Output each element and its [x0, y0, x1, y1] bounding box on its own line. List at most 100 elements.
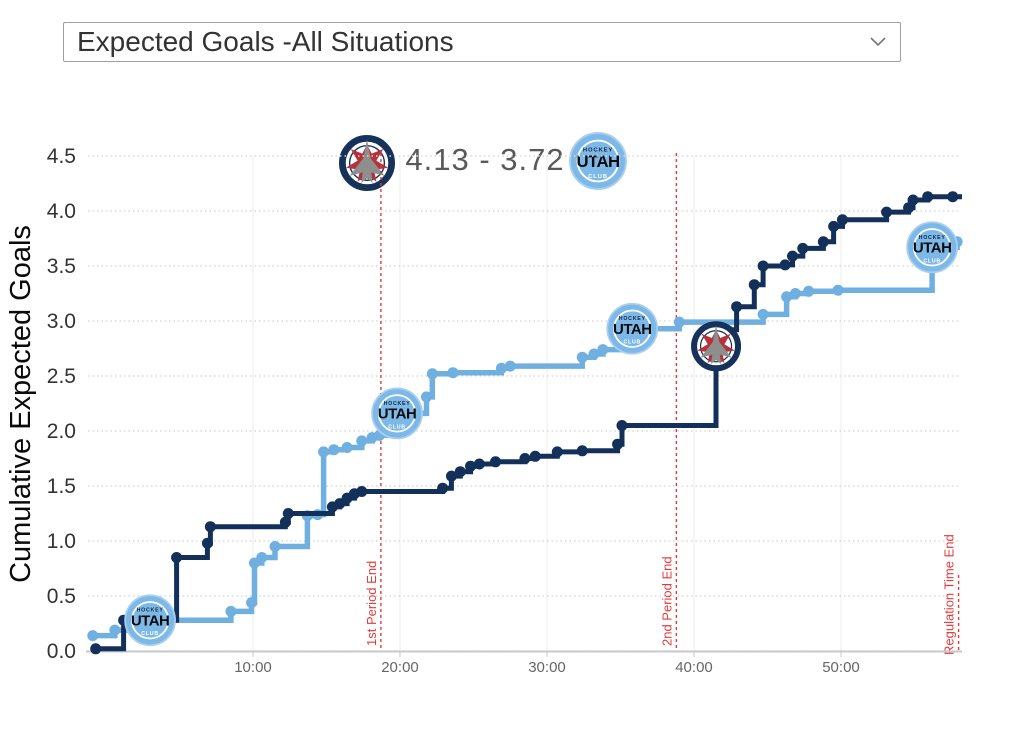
- wpg-shot-dot: [612, 438, 624, 450]
- wpg-shot-dot: [817, 236, 829, 248]
- jet-icon: [700, 325, 732, 365]
- uta-shot-dot: [318, 446, 330, 458]
- event-line-label: 2nd Period End: [659, 556, 674, 646]
- vertical-gridlines: [252, 156, 842, 651]
- svg-text:UTAH: UTAH: [613, 321, 652, 338]
- wpg-shot-dot: [757, 260, 769, 272]
- uta-shot-dot: [109, 624, 121, 636]
- jets-goal-logo: [691, 321, 742, 372]
- scoreline: 4.13 - 3.72 HOCKEY UTAH CLUB: [0, 64, 1024, 191]
- uta-shot-dot: [576, 351, 588, 363]
- chart-type-dropdown[interactable]: Expected Goals -All Situations: [63, 22, 901, 62]
- wpg-shot-dot: [454, 466, 466, 478]
- uta-shot-dot: [447, 367, 459, 379]
- y-tick-label: 4.5: [47, 145, 76, 168]
- event-line-label: 1st Period End: [364, 561, 379, 646]
- uta-shot-dot: [832, 284, 844, 296]
- y-tick-label: 3.5: [47, 255, 76, 278]
- x-tick-label: 30:00: [528, 659, 566, 676]
- wpg-shot-dot: [881, 206, 893, 218]
- y-axis-title: Cumulative Expected Goals: [5, 225, 37, 583]
- wpg-shot-dot: [282, 508, 294, 519]
- x-tick-label: 40:00: [675, 659, 713, 676]
- svg-text:CLUB: CLUB: [388, 424, 406, 430]
- svg-text:HOCKEY: HOCKEY: [619, 316, 646, 322]
- wpg-shot-dot: [279, 516, 291, 528]
- y-axis-labels: 0.0 0.5 1.0 1.5 2.0 2.5 3.0 3.5 4.0 4.5: [47, 145, 76, 663]
- uta-shot-dot: [781, 291, 793, 303]
- uta-series-line: [92, 239, 962, 639]
- wpg-shot-dot: [490, 456, 502, 468]
- svg-text:CLUB: CLUB: [923, 258, 941, 264]
- uta-shot-dot: [495, 362, 507, 374]
- y-tick-label: 1.0: [47, 530, 76, 553]
- svg-text:HOCKEY: HOCKEY: [384, 401, 411, 407]
- y-tick-label: 2.5: [47, 365, 76, 388]
- y-tick-label: 4.0: [47, 200, 76, 223]
- uta-shot-dot: [588, 348, 600, 360]
- wpg-shot-dot: [616, 420, 628, 431]
- goal-marker-wpg: [691, 321, 742, 372]
- xg-score: 4.13 - 3.72: [405, 142, 565, 177]
- wpg-series: [90, 191, 962, 655]
- uta-shot-dot: [341, 442, 353, 453]
- chart-type-dropdown-value: Expected Goals -All Situations: [77, 26, 454, 57]
- jets-logo: [339, 135, 395, 191]
- y-tick-label: 0.5: [47, 585, 76, 608]
- uta-shot-dot: [504, 360, 516, 372]
- y-tick-label: 3.0: [47, 310, 76, 333]
- wpg-shot-dot: [473, 458, 485, 470]
- x-tick-label: 20:00: [381, 659, 419, 676]
- uta-shot-dot: [803, 285, 815, 297]
- wpg-shot-dot: [519, 453, 531, 464]
- wpg-shot-dot: [201, 537, 213, 549]
- uta-shot-dot: [356, 435, 368, 447]
- x-axis: 10:00 20:00 30:00 40:00 50:00: [86, 650, 962, 676]
- wpg-shot-dot: [786, 250, 798, 262]
- wpg-shot-dot: [731, 301, 743, 313]
- svg-text:CLUB: CLUB: [141, 631, 159, 637]
- wpg-shot-dot: [551, 446, 563, 458]
- uta-shot-dot: [87, 630, 99, 642]
- wpg-shot-dot: [947, 191, 959, 203]
- uta-shot-dot: [673, 316, 685, 328]
- wpg-shot-dot: [529, 450, 541, 462]
- wpg-shot-dot: [204, 521, 216, 533]
- y-tick-label: 0.0: [47, 640, 76, 663]
- chevron-down-icon: [870, 37, 886, 47]
- wpg-shot-dot: [171, 552, 183, 563]
- svg-text:UTAH: UTAH: [913, 240, 952, 257]
- wpg-shot-dot: [576, 445, 588, 457]
- svg-text:UTAH: UTAH: [576, 152, 619, 171]
- wpg-shot-dot: [748, 279, 760, 291]
- horizontal-gridlines: [88, 155, 958, 652]
- wpg-shot-dot: [828, 220, 840, 232]
- uta-series: [87, 236, 963, 642]
- wpg-shot-dot: [836, 214, 848, 226]
- goal-markers: HOCKEYUTAHCLUBHOCKEYUTAHCLUBHOCKEYUTAHCL…: [124, 221, 959, 647]
- svg-text:UTAH: UTAH: [378, 406, 417, 423]
- wpg-shot-dot: [922, 191, 934, 203]
- jets-header-logo: [339, 135, 395, 191]
- wpg-shot-dot: [445, 470, 457, 482]
- uta-shot-dot: [225, 605, 237, 617]
- y-tick-label: 2.0: [47, 420, 76, 443]
- svg-text:CLUB: CLUB: [623, 340, 641, 346]
- wpg-shot-dot: [465, 460, 477, 472]
- uta-shot-dot: [328, 444, 340, 456]
- svg-text:UTAH: UTAH: [131, 612, 170, 629]
- wpg-shot-dot: [437, 482, 449, 494]
- uta-shot-dot: [256, 552, 268, 563]
- svg-text:HOCKEY: HOCKEY: [137, 608, 164, 614]
- uta-shot-dot: [246, 597, 258, 609]
- svg-text:HOCKEY: HOCKEY: [583, 147, 613, 153]
- x-tick-label: 50:00: [822, 659, 860, 676]
